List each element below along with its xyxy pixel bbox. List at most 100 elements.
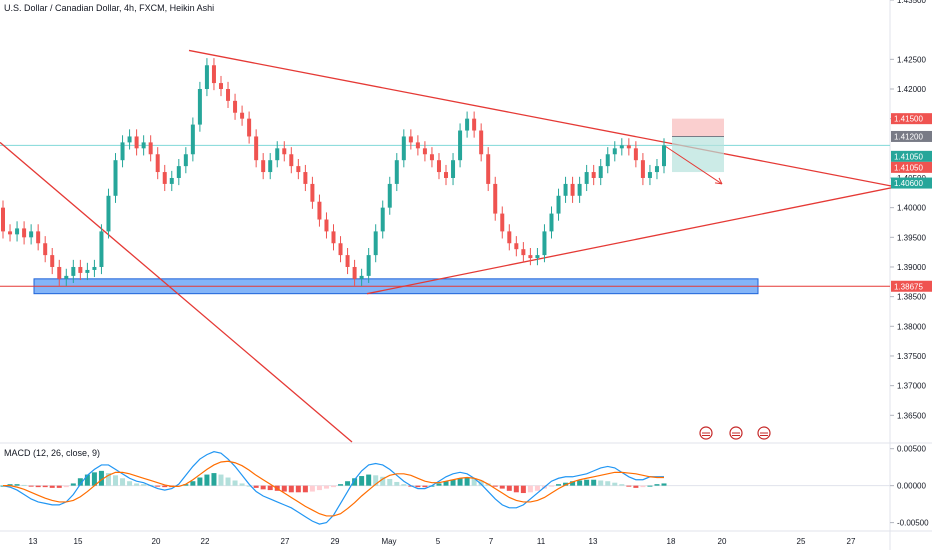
candle-body <box>549 213 554 232</box>
time-tick-label: 18 <box>667 537 676 546</box>
macd-histogram-bar <box>141 484 147 486</box>
candle-body <box>113 160 118 196</box>
macd-histogram-bar <box>387 479 393 486</box>
candle-body <box>310 183 315 202</box>
candle-body <box>605 154 610 167</box>
price-tick-label: 1.38500 <box>897 293 926 302</box>
macd-histogram-bar <box>499 485 505 489</box>
time-tick-label: 5 <box>436 537 441 546</box>
price-tick-label: 1.37500 <box>897 352 926 361</box>
macd-histogram-bar <box>120 478 126 486</box>
macd-histogram-bar <box>626 485 632 487</box>
price-badge-label: 1.38675 <box>894 282 923 291</box>
candle-body <box>8 231 13 235</box>
macd-histogram-bar <box>591 479 597 486</box>
time-tick-label: 13 <box>29 537 38 546</box>
candle-body <box>359 275 364 279</box>
candle-body <box>436 160 441 173</box>
candle-body <box>141 142 146 149</box>
candle-body <box>570 183 575 196</box>
macd-histogram-bar <box>471 478 477 486</box>
economic-event-icon[interactable] <box>757 426 771 440</box>
triangle-lower-trendline[interactable] <box>366 186 897 295</box>
macd-histogram-bar <box>654 484 660 486</box>
flag-stripes-icon <box>760 432 768 436</box>
macd-histogram-bar <box>394 481 400 486</box>
candle-body <box>331 231 336 244</box>
macd-histogram-bar <box>28 485 34 487</box>
candle-body <box>324 219 329 232</box>
macd-histogram-bar <box>323 485 329 489</box>
price-badge <box>891 280 932 292</box>
price-tick-label: 1.42000 <box>897 85 926 94</box>
macd-histogram-bar <box>309 485 315 492</box>
candle-body <box>584 172 589 184</box>
candle-body <box>465 118 470 131</box>
economic-event-icon[interactable] <box>729 426 743 440</box>
candle-body <box>654 166 659 173</box>
flag-stripes-icon <box>702 432 710 436</box>
macd-histogram-bar <box>42 485 48 488</box>
macd-histogram-bar <box>612 482 618 486</box>
candle-body <box>85 269 90 273</box>
position-target-zone[interactable] <box>672 136 724 173</box>
macd-histogram-bar <box>584 479 590 486</box>
projection-arrow-line[interactable] <box>663 144 723 185</box>
candle-body <box>134 136 139 149</box>
macd-histogram-bar <box>246 485 252 487</box>
macd-histogram-bar <box>380 476 386 486</box>
macd-histogram-bar <box>77 478 83 486</box>
macd-tick-label: 0.00500 <box>897 445 926 454</box>
macd-histogram-bar <box>70 483 76 486</box>
macd-histogram-bar <box>113 475 119 486</box>
candle-body <box>127 136 132 143</box>
macd-line <box>2 451 664 525</box>
projection-arrow-head <box>714 177 723 185</box>
position-stop-zone[interactable] <box>672 118 724 137</box>
price-badge-label: 1.41050 <box>894 163 923 172</box>
candle-body <box>366 255 371 276</box>
macd-indicator-label[interactable]: MACD (12, 26, close, 9) <box>4 448 101 458</box>
macd-histogram-bar <box>239 483 245 486</box>
candle-body <box>92 266 97 270</box>
macd-histogram-bar <box>225 477 231 486</box>
candle-body <box>99 231 104 267</box>
candle-body <box>120 142 125 161</box>
macd-histogram-bar <box>211 473 217 486</box>
price-tick-label: 1.39500 <box>897 233 926 242</box>
candle-body <box>36 231 41 244</box>
macd-histogram-bar <box>204 474 210 486</box>
macd-histogram-bar <box>506 485 512 491</box>
candle-body <box>254 136 259 161</box>
candle-body <box>218 83 223 89</box>
candle-body <box>612 148 617 155</box>
macd-histogram-bar <box>464 477 470 486</box>
macd-histogram-bar <box>359 476 365 486</box>
candle-body <box>626 145 631 149</box>
time-tick-label: 27 <box>847 537 856 546</box>
economic-event-icon[interactable] <box>699 426 713 440</box>
candle-body <box>268 160 273 173</box>
candle-body <box>289 154 294 167</box>
candle-body <box>43 243 48 256</box>
macd-histogram-bar <box>450 479 456 486</box>
candle-body <box>387 183 392 208</box>
price-badge-label: 1.41050 <box>894 152 923 161</box>
candle-body <box>64 275 69 279</box>
triangle-upper-trendline[interactable] <box>188 49 897 188</box>
macd-histogram-bar <box>527 485 533 493</box>
macd-histogram-bar <box>190 481 196 486</box>
candle-body <box>563 183 568 196</box>
macd-histogram-bar <box>457 478 463 486</box>
candle-body <box>486 154 491 184</box>
candle-body <box>598 166 603 178</box>
macd-histogram-bar <box>436 483 442 486</box>
macd-histogram-bar <box>162 485 168 488</box>
macd-histogram-bar <box>295 485 301 493</box>
candle-body <box>106 195 111 232</box>
macd-histogram-bar <box>63 485 69 488</box>
macd-histogram-bar <box>155 485 161 487</box>
time-tick-label: 7 <box>489 537 494 546</box>
long-descending-trendline[interactable] <box>0 141 353 443</box>
